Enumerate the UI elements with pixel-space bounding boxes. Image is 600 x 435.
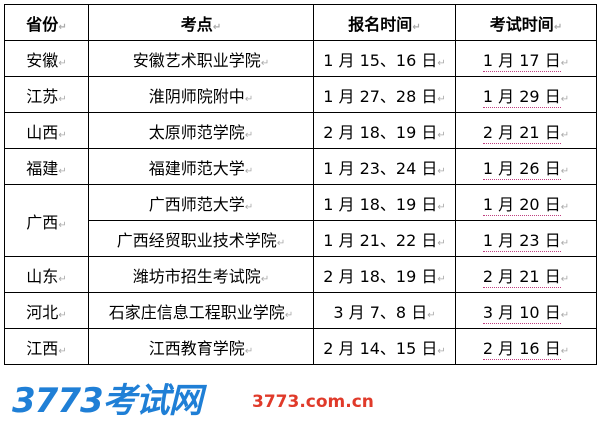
cell-province: 安徽↵ [4, 40, 89, 77]
cell-site: 淮阴师院附中↵ [88, 76, 314, 113]
cell-site: 广西师范大学↵ [88, 184, 314, 221]
table-row: 江西↵ 江西教育学院↵ 2 月 14、15 日↵ 2 月 16 日↵ [4, 328, 597, 365]
cell-registration: 1 月 21、22 日↵ [313, 220, 456, 257]
table-row: 江苏↵ 淮阴师院附中↵ 1 月 27、28 日↵ 1 月 29 日↵ [4, 76, 597, 113]
table-row: 安徽↵ 安徽艺术职业学院↵ 1 月 15、16 日↵ 1 月 17 日↵ [4, 40, 597, 77]
cell-exam: 1 月 26 日↵ [455, 148, 597, 185]
cell-exam: 3 月 10 日↵ [455, 292, 597, 329]
cell-exam: 2 月 21 日↵ [455, 256, 597, 293]
watermark-url: 3773.com.cn [252, 392, 374, 412]
cell-site: 江西教育学院↵ [88, 328, 314, 365]
table-row: 广西经贸职业技术学院↵ 1 月 21、22 日↵ 1 月 23 日↵ [5, 220, 597, 257]
cell-exam: 1 月 20 日↵ [455, 184, 597, 221]
cell-registration: 3 月 7、8 日↵ [313, 292, 456, 329]
cell-province: 山西↵ [4, 112, 89, 149]
header-province: 省份↵ [4, 4, 89, 41]
header-row: 省份↵ 考点↵ 报名时间↵ 考试时间↵ [4, 4, 597, 41]
cell-site: 潍坊市招生考试院↵ [88, 256, 314, 293]
table-row: 山西↵ 太原师范学院↵ 2 月 18、19 日↵ 2 月 21 日↵ [4, 112, 597, 149]
exam-schedule-table: 省份↵ 考点↵ 报名时间↵ 考试时间↵ 安徽↵ 安徽艺术职业学院↵ 1 月 15、1… [4, 4, 597, 365]
cell-province: 江苏↵ [4, 76, 89, 113]
cell-province: 山东↵ [4, 256, 89, 293]
cell-site: 太原师范学院↵ [88, 112, 314, 149]
table-row: 广西↵ 广西师范大学↵ 1 月 18、19 日↵ 1 月 20 日↵ [4, 184, 597, 257]
cell-exam: 2 月 16 日↵ [455, 328, 597, 365]
cell-site: 石家庄信息工程职业学院↵ [88, 292, 314, 329]
cell-exam: 1 月 17 日↵ [455, 40, 597, 77]
header-exam: 考试时间↵ [455, 4, 597, 41]
table-row: 福建↵ 福建师范大学↵ 1 月 23、24 日↵ 1 月 26 日↵ [4, 148, 597, 185]
cell-province: 广西↵ [4, 184, 89, 257]
cell-province: 江西↵ [4, 328, 89, 365]
watermark-logo-text: 3773考试网 [12, 381, 203, 421]
cell-province: 河北↵ [4, 292, 89, 329]
table-row: 河北↵ 石家庄信息工程职业学院↵ 3 月 7、8 日↵ 3 月 10 日↵ [4, 292, 597, 329]
cell-site: 广西经贸职业技术学院↵ [88, 220, 314, 257]
cell-registration: 1 月 23、24 日↵ [313, 148, 456, 185]
cell-province: 福建↵ [4, 148, 89, 185]
cell-site: 福建师范大学↵ [88, 148, 314, 185]
cell-exam: 1 月 23 日↵ [455, 220, 597, 257]
cell-registration: 1 月 15、16 日↵ [313, 40, 456, 77]
header-registration: 报名时间↵ [313, 4, 456, 41]
watermark-logo: 3773考试网 3773.com.cn [12, 380, 592, 428]
cell-registration: 1 月 27、28 日↵ [313, 76, 456, 113]
cell-registration: 2 月 18、19 日↵ [313, 256, 456, 293]
table-row: 山东↵ 潍坊市招生考试院↵ 2 月 18、19 日↵ 2 月 21 日↵ [4, 256, 597, 293]
cell-registration: 1 月 18、19 日↵ [313, 184, 456, 221]
cell-exam: 2 月 21 日↵ [455, 112, 597, 149]
header-site: 考点↵ [88, 4, 314, 41]
cell-registration: 2 月 18、19 日↵ [313, 112, 456, 149]
cell-registration: 2 月 14、15 日↵ [313, 328, 456, 365]
cell-site: 安徽艺术职业学院↵ [88, 40, 314, 77]
cell-exam: 1 月 29 日↵ [455, 76, 597, 113]
